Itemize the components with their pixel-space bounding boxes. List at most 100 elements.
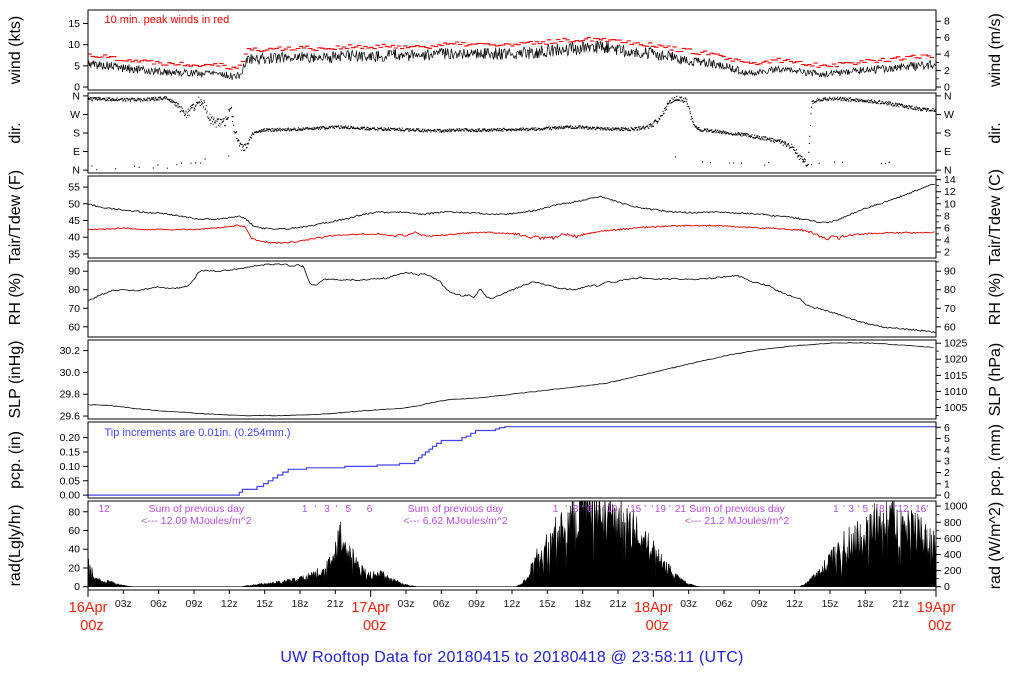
axis-title-left-wind: wind (kts) — [7, 16, 24, 85]
rad-cumulative-marker: ' — [857, 504, 859, 515]
x-day-hour-label: 00z — [80, 618, 103, 634]
y-tick-label-left-rad: 40 — [68, 544, 80, 556]
solar-radiation-series — [88, 501, 936, 587]
x-day-hour-label: 00z — [363, 618, 386, 634]
y-tick-label-left-wind: 0 — [74, 82, 80, 94]
rad-cumulative-marker: ' — [565, 504, 567, 515]
y-tick-label-left-rad: 0 — [74, 581, 80, 593]
rad-cumulative-marker: ' — [889, 504, 891, 515]
y-tick-label-right-pcp: 4 — [944, 444, 950, 456]
y-tick-label-right-pcp: 3 — [944, 456, 950, 468]
x-hour-label: 15z — [539, 598, 556, 610]
rad-cumulative-marker: ' — [621, 504, 623, 515]
rad-cumulative-marker: 21 — [675, 504, 687, 515]
x-hour-label: 03z — [680, 598, 697, 610]
rad-cumulative-marker: ' — [910, 504, 912, 515]
x-hour-label: 12z — [221, 598, 238, 610]
x-hour-label: 09z — [751, 598, 768, 610]
y-tick-label-right-rad: 400 — [944, 549, 962, 561]
x-day-hour-label: 00z — [928, 618, 951, 634]
panel-pcp-series — [88, 426, 936, 496]
y-tick-label-right-slp: 1020 — [944, 354, 968, 366]
axis-title-right-wind: wind (m/s) — [987, 13, 1004, 88]
y-tick-label-right-temp: 2 — [944, 246, 950, 258]
y-tick-label-right-dir: E — [944, 146, 951, 158]
x-hour-label: 21z — [892, 598, 909, 610]
rad-cumulative-marker: 1 — [833, 504, 839, 515]
y-tick-label-left-temp: 50 — [68, 198, 80, 210]
x-axis: 03z 06z 09z 12z 15z 18z 21z 03z 06z 09z 12z 15z 18z 2… — [69, 590, 956, 634]
axis-title-right-slp: SLP (hPa) — [987, 343, 1004, 417]
y-tick-label-right-temp: 12 — [944, 186, 956, 198]
y-tick-label-left-rh: 70 — [68, 303, 80, 315]
x-hour-label: 21z — [327, 598, 344, 610]
y-tick-label-left-slp: 30.2 — [60, 345, 81, 357]
y-tick-label-right-dir: N — [944, 165, 952, 177]
rad-cumulative-marker: ' — [843, 504, 845, 515]
y-tick-label-right-rad: 1000 — [944, 501, 968, 513]
y-tick-label-left-rh: 60 — [68, 321, 80, 333]
panel-wind-series — [88, 37, 936, 80]
y-tick-label-left-temp: 35 — [68, 248, 80, 260]
panel-wind: 10 min. peak winds in red 0 5 10 15 0 2 4 6 8 wind… — [7, 9, 1004, 94]
rad-cumulative-marker: ' — [597, 504, 599, 515]
y-tick-label-left-pcp: 0.10 — [60, 461, 81, 473]
y-tick-label-right-pcp: 5 — [944, 433, 950, 445]
panel-temp-series — [88, 183, 935, 244]
rad-sum-label-line2: <--- 12.09 MJoules/m^2 — [141, 515, 251, 527]
y-tick-label-right-slp: 1025 — [944, 338, 968, 350]
rad-cumulative-marker: ' — [336, 504, 338, 515]
axis-title-left-pcp: pcp. (in) — [7, 431, 24, 489]
x-hour-label: 12z — [786, 598, 803, 610]
rad-cumulative-marker: ' — [582, 504, 584, 515]
rad-cumulative-marker: 6 — [367, 504, 373, 515]
rad-sum-label-line2: <--- 6.62 MJoules/m^2 — [403, 515, 508, 527]
y-tick-label-right-rh: 60 — [944, 321, 956, 333]
axis-title-left-temp: Tair/Tdew (F) — [7, 170, 24, 264]
rad-cumulative-marker: ' — [603, 504, 605, 515]
rad-cumulative-marker: 8 — [879, 504, 885, 515]
axis-title-right-rad: rad (W/m^2) — [987, 502, 1004, 590]
wind-direction-outliers-early — [91, 155, 230, 171]
rad-cumulative-marker: ' — [644, 504, 646, 515]
panel-slp-frame — [87, 339, 937, 420]
rad-cumulative-marker: ' — [314, 504, 316, 515]
x-hour-label: 09z — [186, 598, 203, 610]
rad-cumulative-marker: 3 — [573, 504, 579, 515]
y-tick-label-right-wind: 0 — [944, 82, 950, 94]
y-tick-label-right-rad: 0 — [944, 581, 950, 593]
x-hour-label: 15z — [256, 598, 273, 610]
y-tick-label-right-temp: 14 — [944, 174, 956, 186]
y-tick-label-right-slp: 1005 — [944, 402, 968, 414]
rad-cumulative-marker: 5 — [863, 504, 869, 515]
y-tick-label-left-pcp: 0.05 — [60, 475, 81, 487]
rad-cumulative-marker: 5 — [346, 504, 352, 515]
rad-cumulative-marker: 1 — [302, 504, 308, 515]
rad-cumulative-marker: 10 — [607, 504, 619, 515]
y-tick-label-left-dir: E — [73, 146, 80, 158]
y-tick-label-left-temp: 40 — [68, 232, 80, 244]
rad-cumulative-marker: 1 — [553, 504, 559, 515]
rad-cumulative-marker: 3 — [324, 504, 330, 515]
y-tick-label-right-dir: W — [944, 109, 954, 121]
y-tick-label-right-temp: 8 — [944, 210, 950, 222]
x-hour-label: 06z — [433, 598, 450, 610]
x-day-label: 16Apr — [69, 600, 108, 616]
y-tick-label-left-rad: 60 — [68, 525, 80, 537]
rad-cumulative-marker: 15 — [630, 504, 642, 515]
y-tick-label-right-rh: 70 — [944, 303, 956, 315]
y-tick-label-left-pcp: 0.00 — [60, 490, 81, 502]
y-tick-label-left-dir: S — [73, 128, 80, 140]
wind-speed-series — [88, 40, 936, 80]
panel-temp-frame — [87, 175, 937, 259]
axis-title-right-rh: RH (%) — [987, 273, 1004, 325]
precip-accum-series — [88, 426, 936, 496]
rh-series — [88, 263, 936, 334]
slp-series — [88, 342, 934, 417]
y-tick-label-left-slp: 29.6 — [60, 411, 81, 423]
y-tick-label-left-rad: 80 — [68, 506, 80, 518]
y-tick-label-right-pcp: 2 — [944, 467, 950, 479]
x-hour-label: 09z — [468, 598, 485, 610]
rad-cumulative-marker: ' — [871, 504, 873, 515]
